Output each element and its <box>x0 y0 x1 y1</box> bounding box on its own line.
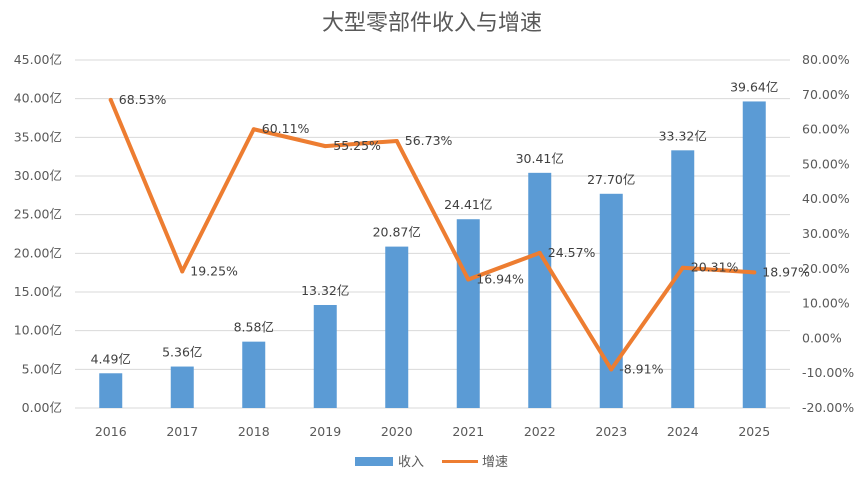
bar <box>528 172 552 408</box>
line-data-label: 56.73% <box>405 133 453 148</box>
y-right-tick-label: -20.00% <box>802 400 854 415</box>
x-tick-label: 2019 <box>309 424 341 439</box>
line-data-label: 18.97% <box>762 264 810 279</box>
line-point <box>323 144 328 149</box>
legend-swatch-revenue <box>355 457 393 466</box>
bar-series <box>99 101 766 409</box>
legend-label-growth: 增速 <box>482 455 508 470</box>
bar <box>742 101 766 408</box>
line-point <box>394 138 399 143</box>
legend-label-revenue: 收入 <box>398 455 424 470</box>
x-tick-label: 2017 <box>166 424 198 439</box>
y-left-tick-label: 40.00亿 <box>14 91 62 106</box>
growth-line <box>108 97 757 372</box>
y-right-tick-label: 10.00% <box>802 296 850 311</box>
line-data-label: -8.91% <box>619 361 663 376</box>
gridlines <box>75 59 790 409</box>
line-point <box>680 265 685 270</box>
line-point <box>752 270 757 275</box>
line-point <box>251 127 256 132</box>
line-point <box>609 367 614 372</box>
line-point <box>537 250 542 255</box>
bar-data-label: 13.32亿 <box>301 283 349 298</box>
line-point <box>180 269 185 274</box>
bar <box>671 150 695 409</box>
line-data-labels: 68.53% 19.25% 60.11% 55.25% 56.73% 16.94% 24.5… <box>119 92 810 376</box>
bar <box>242 341 266 408</box>
legend: 收入 增速 <box>355 455 508 470</box>
x-axis: 2016 2017 2018 2019 2020 2021 2022 2023 2024 2025 <box>95 424 770 439</box>
x-tick-label: 2025 <box>738 424 770 439</box>
y-left-tick-label: 35.00亿 <box>14 129 62 144</box>
bar-data-label: 20.87亿 <box>373 225 421 240</box>
bar-data-label: 5.36亿 <box>162 345 202 360</box>
y-right-tick-label: 80.00% <box>802 52 850 67</box>
y-left-tick-label: 20.00亿 <box>14 245 62 260</box>
y-right-tick-label: 70.00% <box>802 87 850 102</box>
line-data-label: 60.11% <box>262 121 310 136</box>
y-left-tick-label: 30.00亿 <box>14 168 62 183</box>
bar-data-label: 33.32亿 <box>659 128 707 143</box>
y-axis-left: 0.00亿 5.00亿 10.00亿 15.00亿 20.00亿 25.00亿 30.00亿… <box>14 52 62 415</box>
y-right-tick-label: 0.00% <box>802 330 842 345</box>
y-right-tick-label: -10.00% <box>802 365 854 380</box>
x-tick-label: 2022 <box>524 424 556 439</box>
line-data-label: 16.94% <box>476 271 524 286</box>
bar-data-label: 30.41亿 <box>516 151 564 166</box>
line-point <box>466 277 471 282</box>
line-data-label: 19.25% <box>190 263 238 278</box>
x-tick-label: 2016 <box>95 424 127 439</box>
line-data-label: 55.25% <box>333 138 381 153</box>
y-left-tick-label: 0.00亿 <box>22 400 62 415</box>
y-left-tick-label: 45.00亿 <box>14 52 62 67</box>
bar <box>456 219 480 408</box>
bar-data-label: 39.64亿 <box>730 79 778 94</box>
bar <box>385 246 409 408</box>
bar-data-labels: 4.49亿 5.36亿 8.58亿 13.32亿 20.87亿 24.41亿 30.41亿 2… <box>91 79 779 366</box>
y-right-tick-label: 20.00% <box>802 261 850 276</box>
bar <box>313 304 337 408</box>
x-tick-label: 2018 <box>238 424 270 439</box>
y-axis-right: -20.00% -10.00% 0.00% 10.00% 20.00% 30.00% 40.… <box>802 52 854 415</box>
bar-data-label: 4.49亿 <box>91 351 131 366</box>
bar-data-label: 24.41亿 <box>444 197 492 212</box>
y-left-tick-label: 25.00亿 <box>14 207 62 222</box>
x-tick-label: 2023 <box>595 424 627 439</box>
line-series <box>108 97 757 372</box>
bar-data-label: 8.58亿 <box>234 320 274 335</box>
y-right-tick-label: 40.00% <box>802 191 850 206</box>
line-data-label: 68.53% <box>119 92 167 107</box>
y-right-tick-label: 30.00% <box>802 226 850 241</box>
x-tick-label: 2024 <box>667 424 699 439</box>
line-data-label: 20.31% <box>691 260 739 275</box>
y-left-tick-label: 10.00亿 <box>14 323 62 338</box>
x-tick-label: 2020 <box>381 424 413 439</box>
y-right-tick-label: 50.00% <box>802 156 850 171</box>
bar <box>599 193 623 408</box>
bar-data-label: 27.70亿 <box>587 172 635 187</box>
y-left-tick-label: 5.00亿 <box>22 361 62 376</box>
y-right-tick-label: 60.00% <box>802 122 850 137</box>
line-point <box>108 97 113 102</box>
x-tick-label: 2021 <box>452 424 484 439</box>
bar <box>170 366 194 408</box>
chart-title: 大型零部件收入与增速 <box>322 11 542 36</box>
bar <box>99 373 123 408</box>
line-data-label: 24.57% <box>548 245 596 260</box>
y-left-tick-label: 15.00亿 <box>14 284 62 299</box>
